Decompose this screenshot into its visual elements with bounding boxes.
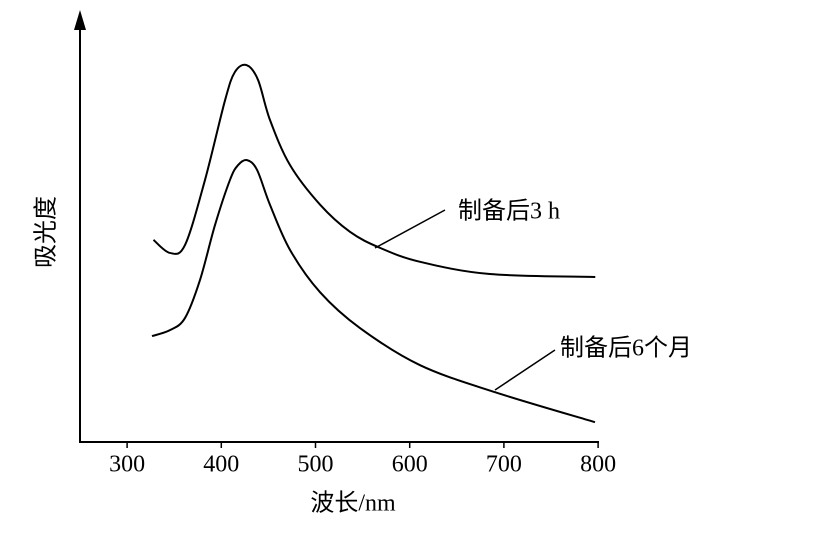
y-axis-label: 吸光度	[33, 196, 60, 268]
x-tick-label: 700	[486, 452, 522, 478]
leader-line	[494, 349, 556, 391]
x-axis-label: 波长/nm	[310, 490, 396, 517]
line	[151, 158, 596, 424]
x-tick-label: 300	[109, 452, 145, 478]
y-axis-arrow	[74, 10, 86, 30]
series-annotation: 制备后6个月	[560, 335, 692, 362]
series-annotation: 制备后3 h	[458, 198, 560, 225]
x-tick-label: 600	[392, 452, 428, 478]
x-tick-label: 500	[298, 452, 334, 478]
x-tick-label: 400	[203, 452, 239, 478]
x-tick-label: 800	[580, 452, 616, 478]
leader-line	[374, 209, 446, 249]
line	[152, 63, 596, 278]
